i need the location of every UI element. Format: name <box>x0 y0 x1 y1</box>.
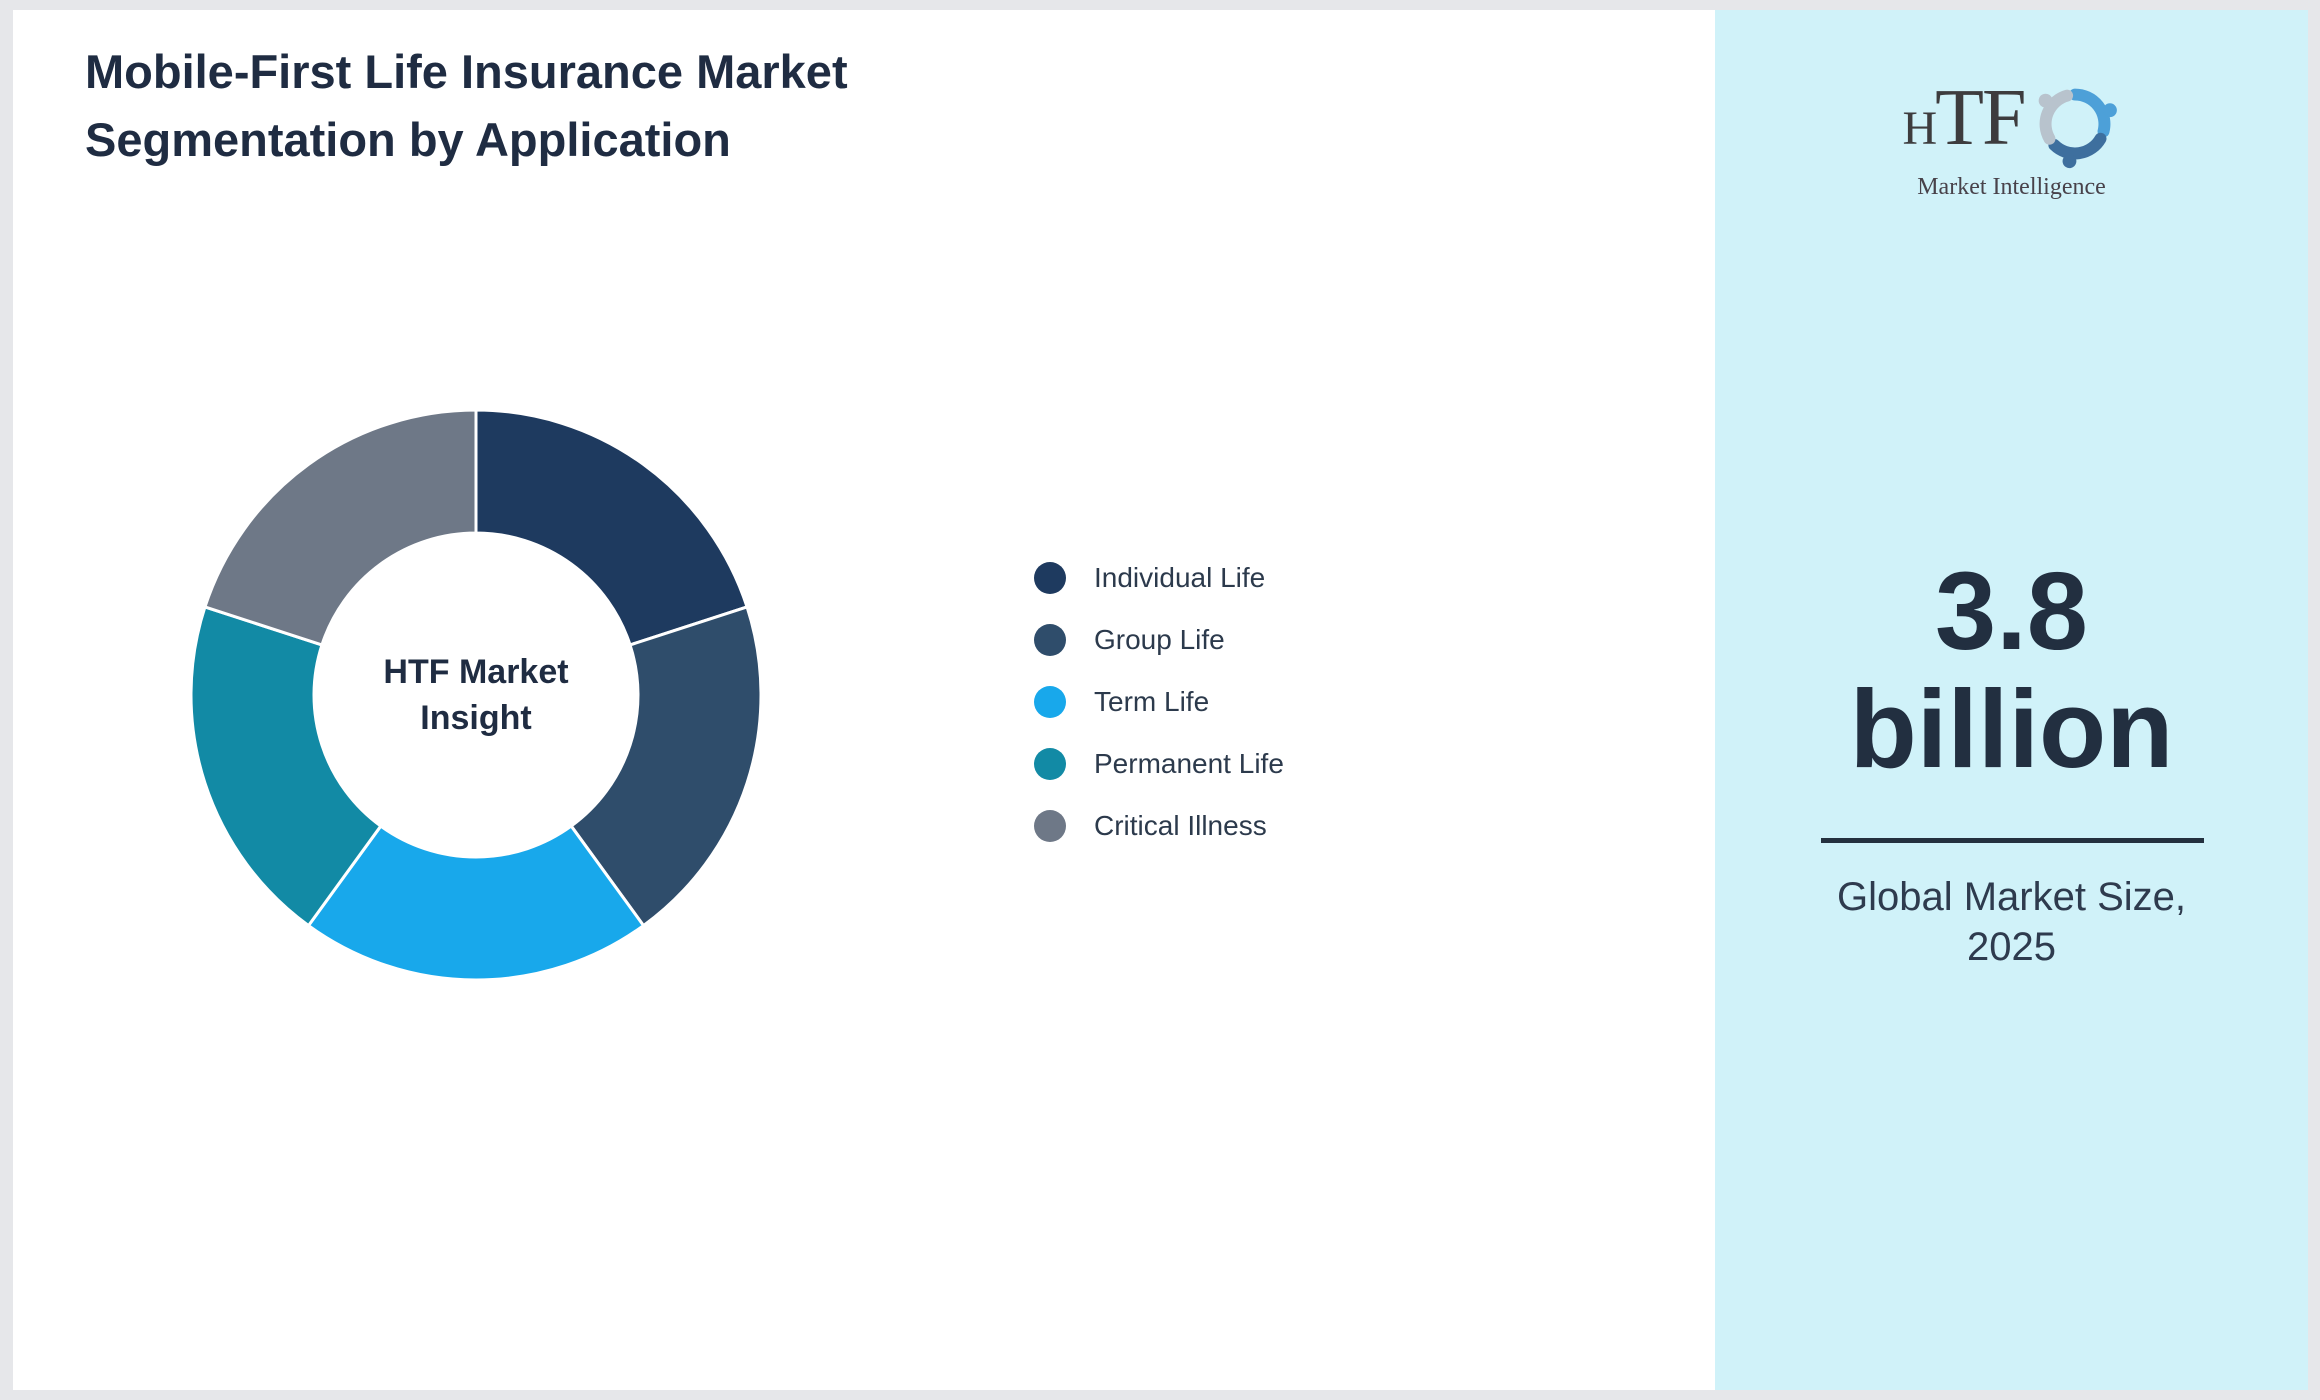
htf-logo: HTF Market Intelligence <box>1715 70 2308 201</box>
main-content: Mobile-First Life Insurance Market Segme… <box>13 10 1715 1390</box>
htf-logo-text: HTF <box>1902 74 2026 162</box>
htf-logo-subtext: Market Intelligence <box>1917 174 2106 200</box>
donut-chart: HTF Market Insight <box>188 407 764 983</box>
legend-item: Permanent Life <box>1034 748 1284 780</box>
donut-slice-group-life <box>569 605 763 928</box>
legend-color-dot <box>1034 686 1066 718</box>
legend-label: Critical Illness <box>1094 810 1267 841</box>
market-size-caption: Global Market Size, 2025 <box>1836 875 2187 969</box>
page-title: Mobile-First Life Insurance Market Segme… <box>85 45 848 166</box>
htf-logo-row: HTF <box>1715 70 2308 177</box>
donut-slice-term-life <box>306 824 646 982</box>
dolphin-swirl-icon <box>2038 88 2117 168</box>
legend-label: Permanent Life <box>1094 748 1284 779</box>
legend-label: Individual Life <box>1094 562 1266 593</box>
legend-item: Individual Life <box>1034 562 1284 594</box>
legend-item: Term Life <box>1034 686 1284 718</box>
donut-center-label: HTF Market Insight <box>383 653 569 737</box>
legend-item: Group Life <box>1034 624 1284 656</box>
donut-slice-critical-illness <box>203 408 478 647</box>
market-size-value: 3.8 billion <box>1849 550 2174 791</box>
legend-label: Group Life <box>1094 624 1225 655</box>
donut-slice-permanent-life <box>189 605 383 928</box>
divider-line <box>1820 838 2204 843</box>
donut-svg <box>189 408 763 982</box>
legend-color-dot <box>1034 748 1066 780</box>
legend: Individual Life Group Life Term Life Per… <box>1034 562 1284 872</box>
sidebar: HTF Market Intelligence <box>1715 10 2308 1390</box>
donut-slice-individual-life <box>474 408 749 647</box>
legend-color-dot <box>1034 810 1066 842</box>
legend-color-dot <box>1034 624 1066 656</box>
legend-color-dot <box>1034 562 1066 594</box>
legend-item: Critical Illness <box>1034 810 1284 842</box>
legend-label: Term Life <box>1094 686 1210 717</box>
